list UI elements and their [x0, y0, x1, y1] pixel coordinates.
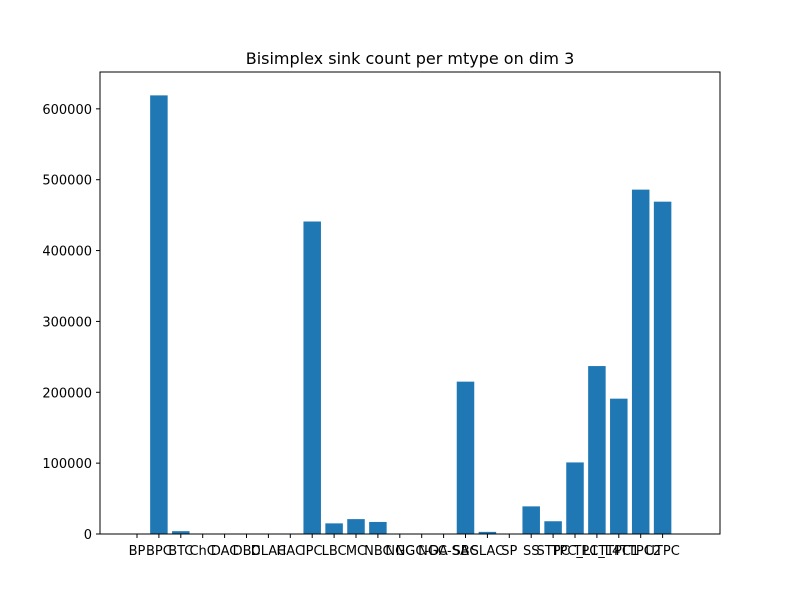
x-tick-label: DBC: [233, 544, 261, 559]
y-tick-label: 100000: [42, 457, 92, 472]
x-tick-label: NBC: [364, 544, 392, 559]
bar-lbc: [325, 523, 343, 534]
bar-utpc: [653, 201, 672, 535]
bars-group: [150, 95, 672, 535]
y-tick-label: 0: [84, 528, 92, 543]
x-tick-label: TTPC2: [619, 544, 661, 559]
y-tick-label: 600000: [42, 103, 92, 118]
x-tick-label: TPC_L1: [551, 544, 599, 559]
bar-ttpc1: [610, 398, 628, 534]
x-tick-label: MC: [346, 544, 366, 559]
bar-nbc: [369, 521, 387, 534]
y-tick-label: 400000: [42, 245, 92, 260]
x-tick-label: UTPC: [645, 544, 679, 559]
y-tick-label: 200000: [42, 386, 92, 401]
x-tick-label: SS: [523, 544, 540, 559]
y-tick-label: 300000: [42, 315, 92, 330]
x-tick-label: BTC: [168, 544, 193, 559]
x-tick-label: BP: [129, 544, 146, 559]
plot-frame: [99, 71, 721, 535]
bar-tpc-l4: [588, 366, 606, 534]
y-tick-label: 500000: [42, 174, 92, 189]
x-tick-label: ChC: [189, 544, 215, 559]
bar-mc: [347, 519, 365, 534]
bar-tpc-l1: [566, 462, 584, 534]
bar-ttpc2: [631, 189, 650, 534]
x-tick-label: NGC: [385, 544, 414, 559]
bar-btc: [172, 531, 190, 534]
x-tick-label: TPC_L4: [572, 544, 620, 559]
bar-stpc: [544, 521, 562, 534]
x-tick-label: NGC-SA: [418, 544, 469, 559]
x-tick-label: DLAC: [251, 544, 286, 559]
x-tick-label: HAC: [277, 544, 305, 559]
x-tick-label: STPC: [537, 544, 570, 559]
x-tick-label: DAC: [211, 544, 239, 559]
bar-bpc: [150, 95, 168, 534]
x-tick-label: BPC: [146, 544, 172, 559]
bar-ss: [522, 506, 540, 534]
x-tick-label: SLAC: [471, 544, 505, 559]
bar-sbc: [456, 381, 475, 534]
x-tick-label: NGC-DA: [396, 544, 448, 559]
x-tick-label: IPC: [302, 544, 323, 559]
x-tick-label: SP: [501, 544, 517, 559]
x-tick-label: TTPC1: [597, 544, 639, 559]
x-tick-label: SBC: [452, 544, 478, 559]
bar-slac: [478, 531, 497, 534]
chart-title: Bisimplex sink count per mtype on dim 3: [246, 49, 575, 68]
bar-ipc: [303, 221, 321, 534]
x-tick-label: LBC: [322, 544, 347, 559]
y-axis: 0 100000 200000 300000 400000 500000 600000: [42, 103, 100, 543]
